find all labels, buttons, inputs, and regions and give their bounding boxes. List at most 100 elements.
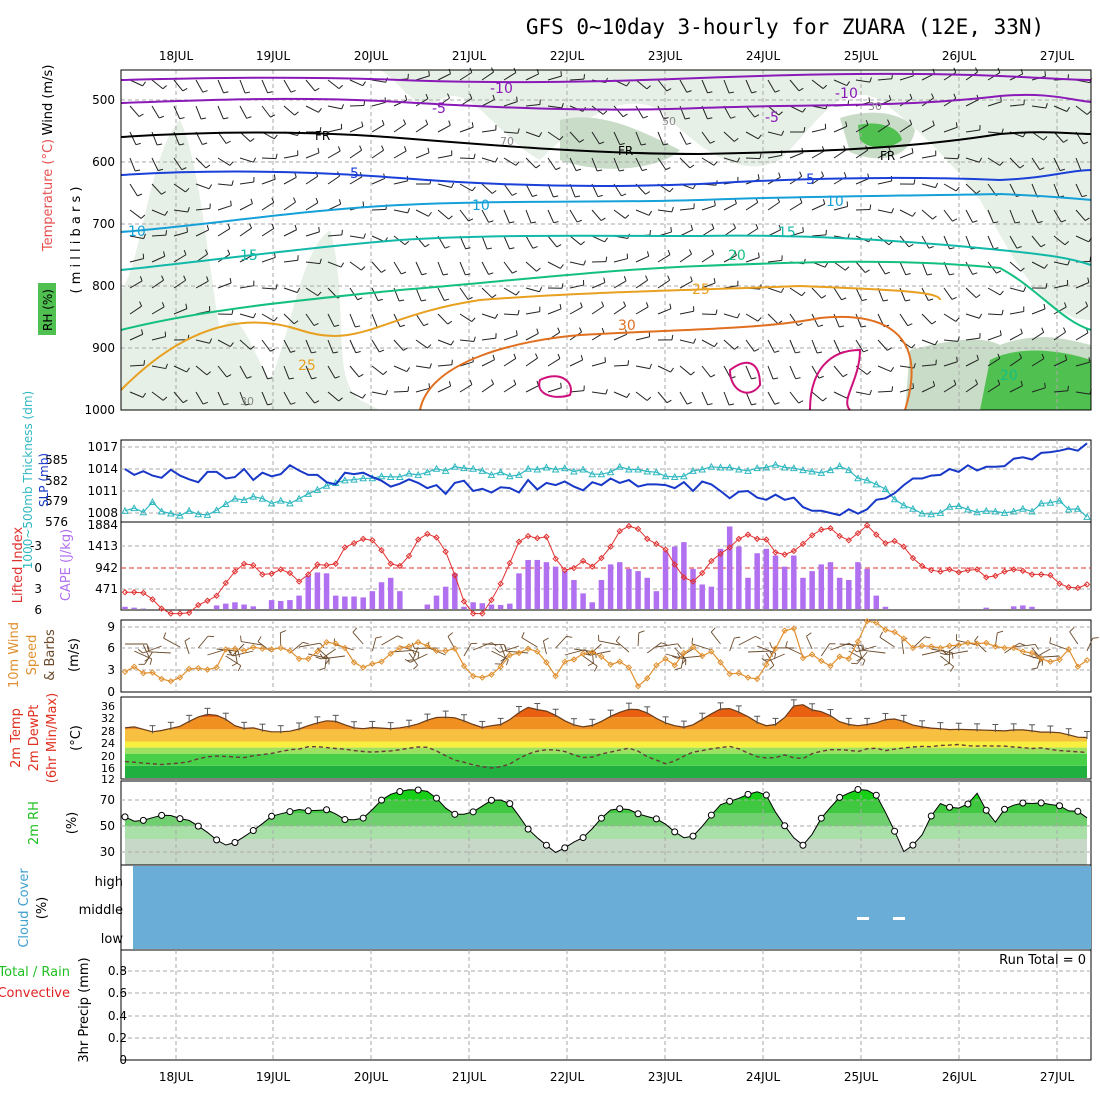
lifted-index-point — [323, 561, 330, 569]
upper-wind-barb — [371, 149, 384, 159]
upper-wind-barb — [503, 261, 513, 274]
upper-wind-barb — [635, 157, 643, 171]
upper-wind-barb — [525, 385, 539, 393]
rh-point — [982, 806, 990, 814]
upper-wind-barb — [701, 157, 715, 166]
wind-speed-point — [332, 640, 339, 647]
upper-wind-barb-flag — [713, 278, 716, 284]
upper-wind-barb — [1031, 387, 1046, 393]
cape-axis-label: CAPE (J/kg) — [59, 529, 74, 601]
upper-wind-barb-flag — [802, 107, 806, 113]
upper-wind-barb-flag — [757, 134, 762, 140]
rh-point — [671, 828, 679, 836]
isotherm-35 — [809, 348, 862, 411]
cape-bar — [571, 580, 577, 609]
upper-wind-barb-flag — [293, 197, 297, 203]
upper-wind-barb-flag — [1081, 194, 1087, 198]
cape-bar — [122, 606, 128, 609]
cloud-tick: low — [101, 932, 124, 947]
upper-wind-barb — [767, 154, 782, 159]
lifted-ticks: -3 0 3 6 — [30, 539, 42, 617]
temp-band — [125, 747, 1087, 754]
upper-wind-barb — [415, 235, 426, 248]
date-label-top: 21JUL — [452, 49, 487, 63]
upper-wind-barb-flag — [1083, 141, 1089, 145]
upper-wind-barb-flag — [798, 400, 804, 404]
lifted-index-point — [561, 566, 568, 574]
thickness-ticks: 585 582 579 576 — [45, 453, 68, 529]
temp-unit-label: (°C) — [69, 725, 84, 751]
contour-label: -5 — [432, 101, 446, 117]
upper-wind-barb-flag — [1019, 164, 1025, 169]
surface-wind-barb — [589, 650, 611, 656]
upper-wind-barb-flag — [163, 251, 166, 257]
upper-wind-barb-flag — [1044, 71, 1046, 77]
upper-wind-barb-flag — [161, 191, 166, 195]
wind-speed-point — [130, 663, 138, 670]
upper-wind-barb-flag — [928, 298, 934, 301]
rh-shade — [380, 70, 1091, 320]
thickness-point — [634, 465, 642, 473]
lifted-index-point — [662, 546, 669, 553]
cape-bar — [1029, 606, 1035, 609]
date-label-bottom: 24JUL — [746, 1070, 781, 1084]
upper-wind-barb-flag — [138, 113, 144, 118]
upper-wind-barb-flag — [399, 299, 405, 302]
wind-speed-point — [524, 645, 532, 652]
upper-wind-barb-flag — [1084, 217, 1090, 221]
pressure-tick: 900 — [92, 341, 115, 355]
upper-wind-barb-flag — [162, 85, 167, 90]
surface-wind-barb — [499, 645, 520, 653]
upper-wind-barb-flag — [469, 93, 473, 99]
surface-wind-barbs — [125, 627, 1099, 672]
cape-ticks: 1884 1413 942 471 — [87, 518, 118, 596]
upper-wind-barb-flag — [932, 381, 936, 387]
upper-wind-barb-flag — [404, 95, 408, 101]
upper-wind-barb — [437, 183, 452, 189]
upper-wind-barb — [833, 339, 841, 353]
thickness-point — [130, 504, 139, 512]
precip-axis-label: 3hr Precip (mm) — [77, 957, 92, 1062]
surface-wind-barb-flag — [146, 643, 150, 650]
date-label-top: 27JUL — [1040, 49, 1075, 63]
upper-wind-barb — [657, 105, 665, 120]
contour-label: 50 — [662, 115, 676, 128]
rh-point — [341, 816, 349, 823]
upper-wind-barb — [811, 234, 826, 237]
upper-wind-barb-flag — [844, 266, 850, 271]
thickness-point — [515, 470, 523, 478]
lifted-index-point — [644, 535, 651, 543]
wind-speed-point — [891, 628, 898, 636]
thickness-point — [194, 510, 203, 518]
cape-bar — [635, 571, 641, 609]
thickness-point — [844, 466, 853, 474]
upper-wind-barb — [987, 235, 995, 250]
upper-wind-barb-flag — [861, 298, 867, 302]
upper-wind-barb-flag — [290, 402, 296, 405]
precip-vgrid — [175, 950, 1058, 1060]
surface-wind-barb-flag — [879, 631, 883, 638]
upper-wind-barb-flag — [560, 382, 562, 388]
thickness-point — [799, 466, 807, 474]
upper-wind-barb — [1031, 209, 1039, 223]
upper-wind-barb — [635, 365, 650, 370]
surface-wind-barb — [1037, 655, 1060, 658]
upper-wind-barb-flag — [553, 221, 559, 224]
upper-wind-barb-flag — [158, 115, 165, 119]
upper-wind-barb — [393, 180, 408, 185]
upper-wind-barb-flag — [381, 119, 385, 126]
rh-shade — [121, 120, 380, 410]
thickness-point — [1083, 512, 1091, 520]
rh-vgrid — [175, 781, 1058, 865]
upper-wind-barb — [173, 183, 186, 193]
upper-wind-barb — [261, 256, 276, 263]
upper-wind-barb — [899, 152, 914, 159]
upper-wind-barb — [371, 124, 385, 133]
upper-wind-barb-flag — [1067, 260, 1071, 266]
upper-wind-barb — [943, 209, 953, 222]
thickness-point — [1064, 505, 1073, 513]
upper-wind-barb-flag — [693, 338, 697, 344]
cape-bar — [360, 597, 366, 609]
wind-speed-point — [350, 659, 358, 666]
upper-wind-barb-flag — [535, 164, 541, 169]
